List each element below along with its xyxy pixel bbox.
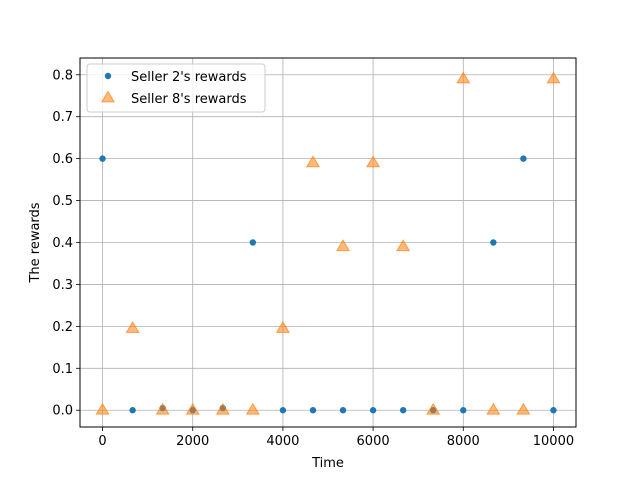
- legend-box: [86, 63, 266, 113]
- seller-8-point: [185, 402, 200, 415]
- seller-2-point: [369, 407, 377, 414]
- seller-8-point: [245, 402, 260, 415]
- x-axis-label: Time: [311, 456, 344, 471]
- legend-entry: Seller 8's rewards: [131, 92, 247, 107]
- seller-2-point: [550, 407, 557, 414]
- seller-8-point: [95, 402, 110, 415]
- x-tick-label: 2000: [176, 434, 209, 449]
- y-tick-label: 0.7: [52, 110, 73, 125]
- seller-2-point: [309, 407, 317, 414]
- plot-area: [95, 71, 561, 415]
- y-axis-label: The rewards: [28, 202, 43, 283]
- legend-entry: Seller 2's rewards: [131, 70, 247, 85]
- y-tick-label: 0.2: [52, 320, 73, 335]
- seller-8-point: [335, 239, 351, 252]
- x-tick-label: 8000: [447, 434, 480, 449]
- seller-2-point: [99, 155, 106, 162]
- seller-2-point: [460, 407, 467, 414]
- seller-8-point: [305, 155, 321, 168]
- y-tick-label: 0.0: [52, 404, 73, 419]
- series-2: [95, 71, 561, 415]
- seller-2-point: [520, 155, 527, 162]
- seller-8-point: [546, 71, 561, 84]
- grid: [80, 58, 576, 427]
- y-tick-label: 0.4: [52, 236, 73, 251]
- seller-8-point: [215, 402, 230, 415]
- legend-marker: [100, 90, 116, 103]
- seller-8-point: [366, 155, 381, 168]
- y-tick-label: 0.3: [52, 278, 73, 293]
- seller-8-point: [456, 71, 471, 84]
- seller-2-point: [279, 407, 287, 414]
- y-tick-label: 0.1: [52, 362, 73, 377]
- x-tick-label: 10000: [533, 434, 574, 449]
- seller-8-point: [516, 402, 531, 415]
- y-tick-label: 0.8: [52, 68, 73, 83]
- y-tick-label: 0.5: [52, 194, 73, 209]
- seller-2-point: [399, 407, 407, 414]
- seller-8-point: [275, 320, 290, 333]
- seller-8-point: [155, 402, 170, 415]
- legend-marker: [104, 72, 112, 80]
- x-tick-label: 0: [98, 434, 106, 449]
- seller-2-point: [490, 239, 497, 246]
- seller-8-point: [486, 402, 501, 415]
- ticks: 0 2000 4000 6000 8000 10000 0.0 0.1 0.2 0.3 0.4 0.5…: [52, 68, 574, 449]
- seller-8-point: [396, 239, 411, 252]
- y-tick-label: 0.6: [52, 152, 73, 167]
- seller-2-point: [129, 407, 136, 414]
- x-tick-label: 4000: [266, 434, 299, 449]
- seller-8-point: [426, 402, 441, 415]
- seller-8-point: [125, 320, 140, 333]
- seller-2-point: [339, 407, 347, 414]
- legend: Seller 2's rewards Seller 8's rewards: [86, 63, 266, 113]
- x-tick-label: 6000: [357, 434, 390, 449]
- seller-2-point: [249, 239, 257, 246]
